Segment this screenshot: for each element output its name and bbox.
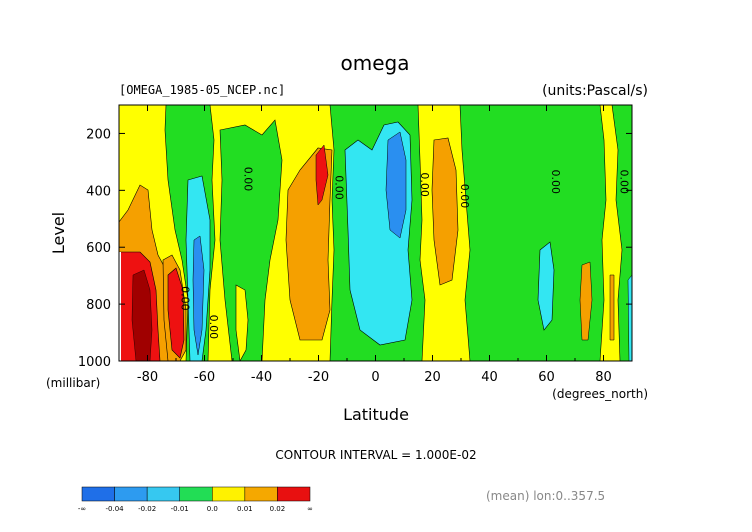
colorbar-tick-label: ∞ [307, 505, 313, 513]
colorbar-tick-label: -∞ [78, 505, 86, 513]
x-tick-label: -40 [251, 370, 272, 385]
contour-label: 0.00 [241, 167, 254, 192]
contour-interval-text: CONTOUR INTERVAL = 1.000E-02 [275, 448, 476, 462]
region-cyan-60n [537, 241, 555, 331]
colorbar-swatch [179, 486, 213, 502]
contour-label: 0.00 [333, 175, 346, 200]
region-orange-20n [431, 137, 459, 286]
x-tick-label: 40 [481, 370, 498, 385]
colorbar-tick-label: 0.01 [237, 505, 253, 513]
region-cyan-pole-north [627, 274, 632, 361]
region-green-45s [219, 119, 283, 361]
y-tick-label: 600 [86, 241, 111, 256]
contour-label: 0.00 [618, 170, 631, 195]
region-red-65s [167, 267, 185, 359]
chart-title: omega [341, 51, 410, 75]
x-axis-label: Latitude [343, 405, 409, 424]
y-tick-label: 400 [86, 184, 111, 199]
x-tick-label: -20 [308, 370, 329, 385]
mean-text: (mean) lon:0..357.5 [486, 489, 605, 503]
contour-label: 0.00 [179, 286, 192, 311]
contour-label: 0.00 [207, 315, 220, 340]
region-yellow-50s [235, 284, 249, 361]
y-axis: 200 400 600 800 1000 [78, 127, 632, 370]
colorbar-swatch [146, 486, 180, 502]
contour-label: 0.00 [549, 170, 562, 195]
x-tick-label: 60 [538, 370, 555, 385]
region-red-20s [315, 144, 329, 206]
region-orange-70n [579, 261, 593, 341]
colorbar-tick-label: 0.02 [270, 505, 286, 513]
colorbar: -∞ -0.04 -0.02 -0.01 0.0 0.01 0.02 ∞ [78, 486, 313, 513]
y-tick-label: 1000 [78, 355, 111, 370]
x-tick-label: -80 [137, 370, 158, 385]
x-tick-label: 0 [371, 370, 379, 385]
contour-label: 0.00 [458, 184, 471, 209]
file-label: [OMEGA_1985-05_NCEP.nc] [119, 83, 285, 97]
contour-labels: 0.00 0.00 0.00 0.00 0.00 0.00 0.00 0.00 [179, 167, 631, 339]
y-axis-units: (millibar) [46, 376, 100, 390]
units-label: (units:Pascal/s) [542, 83, 648, 99]
y-tick-label: 200 [86, 127, 111, 142]
y-tick-label: 800 [86, 298, 111, 313]
colorbar-swatch [212, 486, 246, 502]
region-darkred-south [131, 269, 153, 361]
region-green-north [459, 105, 607, 361]
region-green-pole-north [611, 105, 632, 361]
x-tick-label: 20 [424, 370, 441, 385]
y-axis-label: Level [49, 212, 68, 254]
region-orange-80n [609, 274, 615, 341]
colorbar-tick-label: 0.0 [207, 505, 218, 513]
contour-label: 0.00 [418, 172, 431, 197]
colorbar-tick-label: -0.04 [106, 505, 125, 513]
x-axis-units: (degrees_north) [552, 387, 648, 401]
colorbar-swatch [81, 486, 115, 502]
x-tick-label: 80 [595, 370, 612, 385]
x-axis: -80 -60 -40 -20 0 20 40 60 80 [118, 105, 633, 385]
colorbar-tick-label: -0.01 [171, 505, 189, 513]
colorbar-tick-label: -0.02 [138, 505, 156, 513]
x-tick-label: -60 [194, 370, 215, 385]
colorbar-swatch [114, 486, 148, 502]
contour-field [119, 105, 632, 361]
region-blue-equator [385, 131, 407, 239]
region-blue-60s [192, 235, 205, 356]
colorbar-swatch [244, 486, 278, 502]
colorbar-swatch [277, 486, 311, 502]
